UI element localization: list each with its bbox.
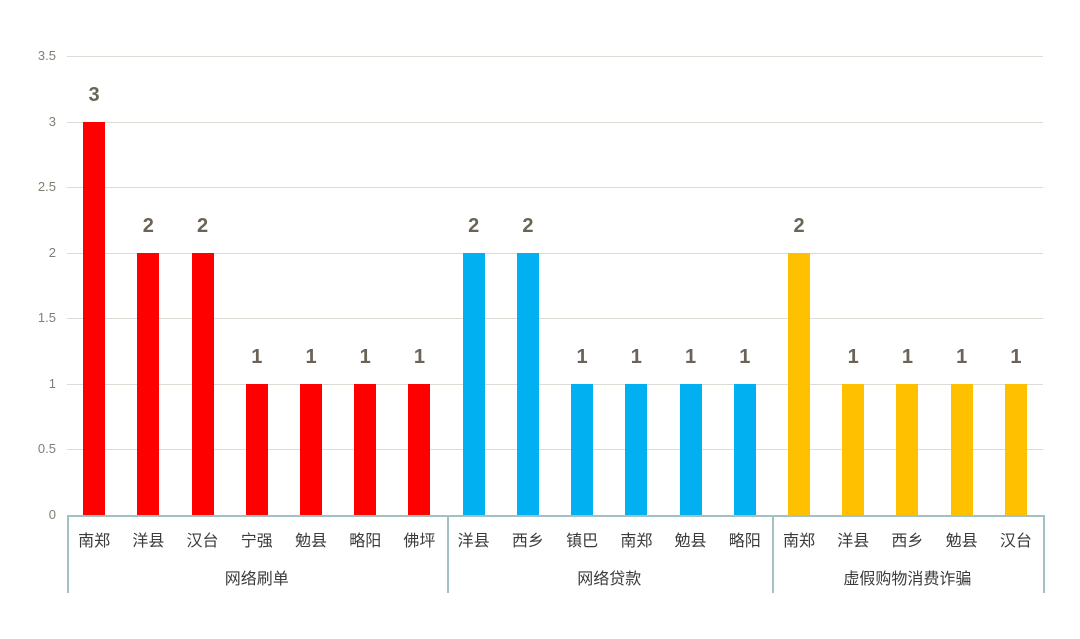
- group-divider: [772, 515, 774, 593]
- category-label: 汉台: [186, 531, 219, 550]
- category-label: 南郑: [78, 531, 111, 550]
- category-label: 略阳: [728, 531, 761, 550]
- group-label: 虚假购物消费诈骗: [843, 569, 972, 588]
- gridline: [67, 122, 1043, 123]
- data-label: 2: [793, 214, 805, 237]
- y-tick-label: 2: [48, 244, 56, 260]
- bar: [733, 383, 756, 515]
- bar: [788, 252, 810, 515]
- data-label: 1: [1010, 345, 1022, 368]
- bar: [354, 383, 377, 515]
- bar: [625, 383, 648, 515]
- y-tick-label: 3.5: [37, 48, 56, 63]
- group-divider: [1043, 515, 1045, 593]
- category-label: 西乡: [511, 531, 544, 550]
- group-divider: [67, 515, 69, 593]
- gridline: [67, 318, 1043, 319]
- y-tick-label: 2.5: [37, 179, 56, 195]
- group-label: 网络刷单: [224, 569, 289, 588]
- category-label: 南郑: [620, 531, 653, 550]
- data-label: 1: [359, 345, 371, 368]
- data-label: 2: [468, 214, 480, 237]
- data-label: 1: [847, 345, 859, 368]
- bar: [516, 252, 539, 515]
- category-label: 洋县: [132, 531, 165, 550]
- data-label: 2: [522, 214, 534, 237]
- data-label: 2: [196, 214, 209, 237]
- bar: [571, 383, 594, 515]
- group-label: 网络贷款: [577, 569, 642, 588]
- category-label: 南郑: [782, 531, 815, 550]
- bar: [950, 383, 973, 515]
- y-tick-label: 1.5: [37, 310, 56, 326]
- category-label: 勉县: [294, 531, 327, 550]
- bar: [408, 383, 431, 515]
- data-label: 1: [576, 345, 588, 368]
- category-label: 宁强: [240, 531, 273, 550]
- bar: [137, 252, 160, 515]
- y-tick-label: 0.5: [37, 441, 56, 457]
- y-tick-label: 3: [48, 113, 56, 129]
- data-label: 1: [413, 345, 425, 368]
- category-label: 勉县: [674, 531, 707, 550]
- category-label: 洋县: [457, 531, 490, 550]
- gridline: [67, 253, 1043, 254]
- bar: [462, 252, 485, 515]
- gridline: [67, 56, 1043, 57]
- data-label: 2: [142, 214, 154, 237]
- group-divider: [447, 515, 449, 593]
- bar: [300, 383, 322, 515]
- category-label: 勉县: [945, 531, 978, 550]
- gridline: [67, 384, 1043, 385]
- category-label: 略阳: [349, 531, 382, 550]
- gridline: [67, 187, 1043, 188]
- data-label: 1: [956, 345, 968, 368]
- bar: [896, 383, 919, 515]
- category-label: 佛坪: [403, 531, 436, 550]
- data-label: 1: [901, 345, 913, 368]
- bar: [245, 383, 268, 515]
- data-label: 1: [251, 345, 263, 368]
- bar: [842, 383, 865, 515]
- category-label: 西乡: [891, 531, 924, 550]
- data-label: 1: [630, 345, 642, 368]
- category-label: 汉台: [999, 531, 1032, 550]
- data-label: 1: [684, 345, 697, 368]
- bar: [1004, 383, 1027, 515]
- data-label: 1: [305, 345, 317, 368]
- gridline: [67, 449, 1043, 450]
- data-label: 1: [739, 345, 751, 368]
- x-axis-line: [67, 515, 1045, 517]
- bar: [191, 252, 214, 515]
- y-tick-label: 1: [48, 375, 56, 391]
- bar: [83, 121, 106, 515]
- data-label: 3: [88, 83, 100, 106]
- category-label: 镇巴: [566, 531, 599, 550]
- category-label: 洋县: [837, 531, 870, 550]
- bar: [679, 383, 702, 515]
- y-tick-label: 0: [48, 507, 56, 522]
